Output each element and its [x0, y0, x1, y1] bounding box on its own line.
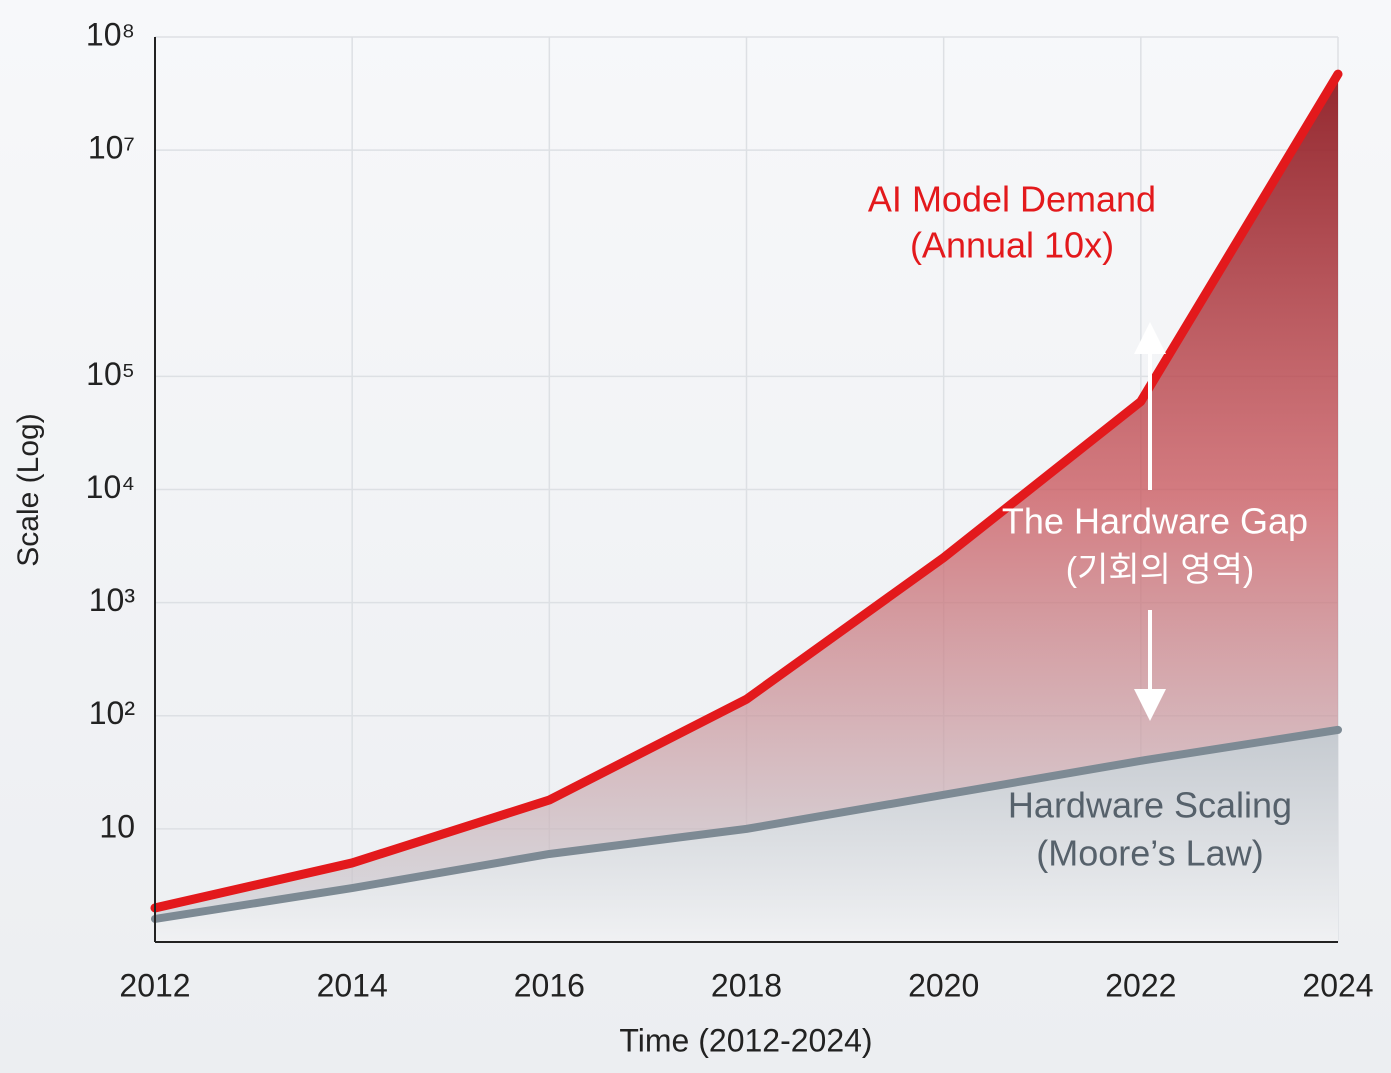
annotation: (Moore’s Law) — [1036, 833, 1263, 874]
y-tick-label: 10⁷ — [88, 130, 135, 166]
annotation: (기회의 영역) — [1066, 551, 1255, 589]
x-tick-label: 2020 — [908, 967, 979, 1003]
y-tick-label: 10³ — [89, 582, 136, 618]
x-tick-label: 2012 — [119, 967, 190, 1003]
x-tick-label: 2024 — [1302, 967, 1373, 1003]
y-tick-label: 10⁴ — [86, 469, 135, 505]
x-tick-label: 2014 — [317, 967, 388, 1003]
series-label: AI Model Demand — [868, 179, 1156, 220]
series-label: Hardware Scaling — [1008, 785, 1292, 826]
series-line — [150, 69, 1343, 913]
y-tick-label: 10⁵ — [86, 356, 135, 392]
hardware-area — [155, 729, 1338, 942]
x-axis-label: Time (2012-2024) — [619, 1022, 872, 1058]
y-tick-label: 10² — [89, 695, 136, 731]
annotation: (Annual 10x) — [910, 225, 1114, 266]
series-line — [151, 725, 1342, 923]
y-axis-label: Scale (Log) — [12, 413, 45, 566]
annotation: The Hardware Gap — [1002, 501, 1308, 542]
x-tick-label: 2016 — [514, 967, 585, 1003]
y-tick-label: 10⁸ — [86, 16, 135, 52]
gap-area — [155, 74, 1338, 919]
x-tick-label: 2022 — [1105, 967, 1176, 1003]
x-tick-label: 2018 — [711, 967, 782, 1003]
y-tick-label: 10 — [99, 808, 135, 844]
